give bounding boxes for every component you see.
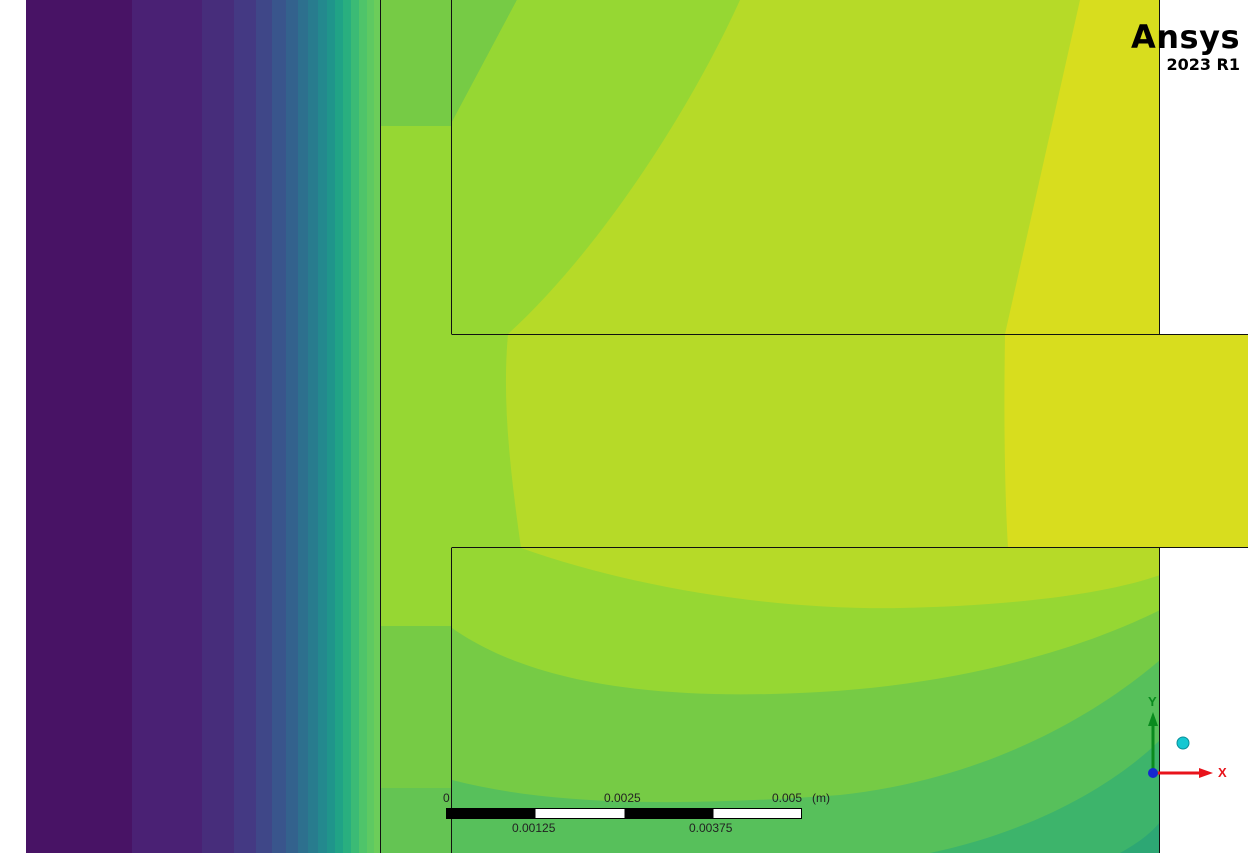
channel-strip bbox=[380, 0, 452, 853]
strip-top bbox=[380, 0, 452, 126]
upper-green-zone bbox=[452, 0, 740, 334]
band-12 bbox=[335, 0, 343, 853]
triad-z-dot bbox=[1148, 768, 1158, 778]
scale-segment-3 bbox=[624, 808, 714, 819]
band-7 bbox=[286, 0, 298, 853]
triad-iso-ball[interactable] bbox=[1176, 736, 1190, 750]
band-1 bbox=[26, 0, 132, 853]
band-8 bbox=[298, 0, 308, 853]
band-5 bbox=[256, 0, 272, 853]
band-9 bbox=[308, 0, 318, 853]
strip-bottom bbox=[380, 788, 452, 853]
triad-x-arrow bbox=[1199, 768, 1213, 778]
lower-zone-3 bbox=[452, 660, 1160, 853]
background-lower-right bbox=[1160, 548, 1248, 853]
band-15 bbox=[359, 0, 367, 853]
band-4 bbox=[234, 0, 256, 853]
triad-x-label: X bbox=[1218, 765, 1227, 780]
background-upper-right bbox=[1160, 0, 1248, 334]
ansys-logo: Ansys 2023 R1 bbox=[1131, 20, 1240, 74]
band-11 bbox=[327, 0, 335, 853]
logo-name: Ansys bbox=[1131, 18, 1240, 56]
band-6 bbox=[272, 0, 286, 853]
strip-lower bbox=[380, 626, 452, 788]
middle-yellow-zone bbox=[1004, 334, 1248, 548]
axis-triad bbox=[1148, 712, 1213, 778]
scale-segment-1 bbox=[446, 808, 536, 819]
viewport-margin bbox=[0, 0, 26, 853]
band-10 bbox=[318, 0, 327, 853]
upper-block bbox=[452, 0, 1160, 334]
lower-zone-5 bbox=[1120, 822, 1160, 853]
lower-zone-4 bbox=[930, 740, 1160, 853]
scale-bar bbox=[446, 808, 802, 819]
lower-block bbox=[452, 548, 1160, 853]
gradient-bands bbox=[26, 0, 380, 853]
logo-version: 2023 R1 bbox=[1166, 55, 1240, 74]
middle-green-zone bbox=[452, 334, 521, 548]
band-2 bbox=[132, 0, 202, 853]
band-17 bbox=[374, 0, 380, 853]
triad-y-arrow bbox=[1148, 712, 1158, 726]
band-14 bbox=[351, 0, 359, 853]
middle-channel bbox=[452, 334, 1248, 548]
band-13 bbox=[343, 0, 351, 853]
strip-mid bbox=[380, 126, 452, 626]
triad-y-label: Y bbox=[1148, 694, 1157, 709]
band-16 bbox=[367, 0, 374, 853]
band-3 bbox=[202, 0, 234, 853]
upper-yellow-zone bbox=[1005, 0, 1160, 334]
